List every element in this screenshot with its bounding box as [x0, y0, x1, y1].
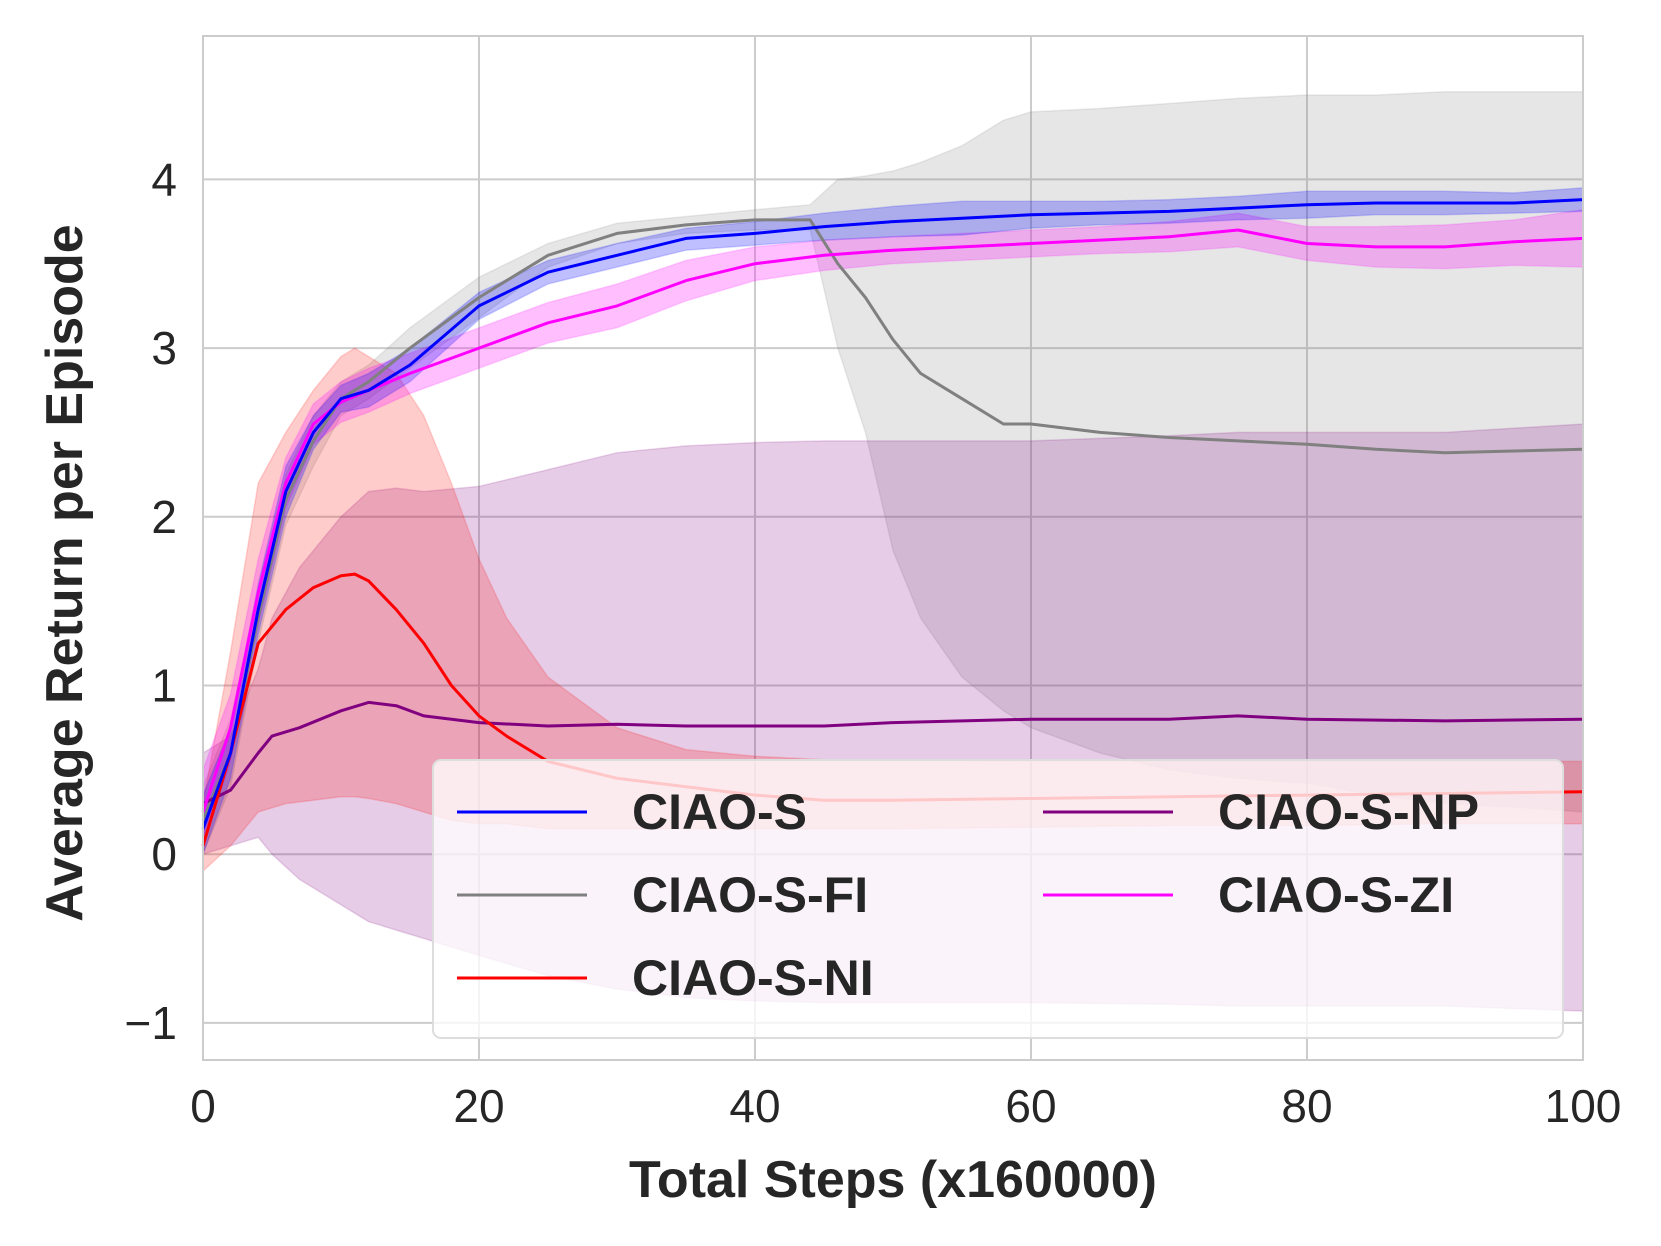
y-tick-label: 3 [151, 322, 177, 374]
legend-label-ciao-s: CIAO-S [632, 784, 807, 840]
x-tick-label: 40 [729, 1080, 780, 1132]
line-ciao-s [201, 198, 1584, 830]
line-ciao-s-zi [201, 228, 1584, 813]
x-tick-label: 60 [1005, 1080, 1056, 1132]
line-ciao-s-np [202, 700, 1584, 805]
y-tick-label: −1 [125, 997, 177, 1049]
x-axis-label: Total Steps (x160000) [629, 1151, 1157, 1209]
x-tick-label: 20 [453, 1080, 504, 1132]
legend-label-ciao-s-zi: CIAO-S-ZI [1218, 867, 1454, 923]
y-tick-label: 0 [151, 828, 177, 880]
y-tick-label: 1 [151, 659, 177, 711]
legend-label-ciao-s-np: CIAO-S-NP [1218, 784, 1479, 840]
y-axis-label: Average Return per Episode [36, 224, 94, 921]
legend-box [432, 759, 1564, 1039]
x-tick-label: 100 [1545, 1080, 1622, 1132]
y-tick-label: 4 [151, 153, 177, 205]
plot-frame [202, 35, 1584, 1061]
legend: CIAO-S CIAO-S-FI CIAO-S-NI CIAO-S-NP CIAO-S-… [432, 759, 1564, 1039]
legend-label-ciao-s-fi: CIAO-S-FI [632, 867, 868, 923]
y-tick-label: 2 [151, 491, 177, 543]
legend-label-ciao-s-ni: CIAO-S-NI [632, 950, 874, 1006]
x-tick-label: 80 [1281, 1080, 1332, 1132]
y-axis-ticks: −1 0 1 2 3 4 [125, 153, 177, 1048]
x-axis-ticks: 0 20 40 60 80 100 [190, 1080, 1621, 1132]
series-lines [201, 198, 1584, 847]
line-ciao-s-fi [201, 218, 1584, 821]
x-tick-label: 0 [190, 1080, 216, 1132]
